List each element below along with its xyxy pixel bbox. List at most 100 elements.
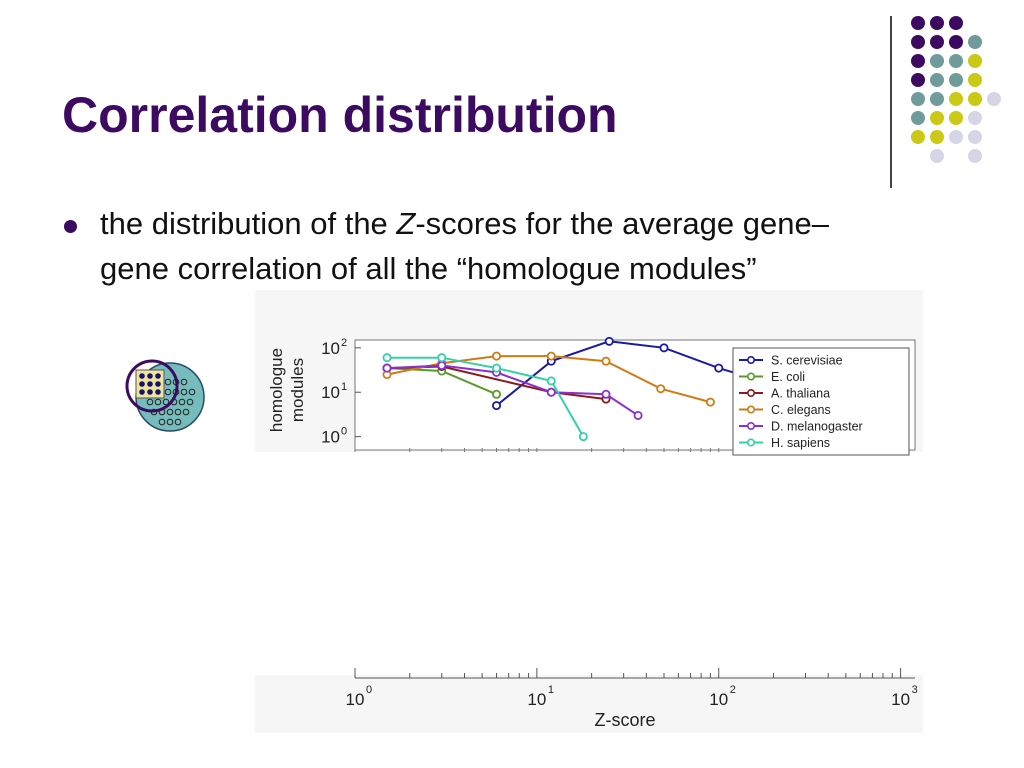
bullet-text-post: -scores for the average gene–gene correl… [100, 206, 829, 286]
decor-dot [911, 111, 925, 125]
data-point [437, 360, 447, 370]
y-tick-exponent: 1 [341, 381, 347, 393]
decor-dot [930, 111, 944, 125]
data-point [492, 401, 502, 411]
venn-dot [147, 381, 153, 387]
venn-dot [188, 388, 196, 396]
series-line-4 [386, 364, 639, 417]
decor-dot [949, 16, 963, 30]
venn-outline-circle [125, 359, 179, 413]
venn-dot [180, 388, 188, 396]
x-tick-label: 10 [346, 690, 365, 709]
x-tick-exponent: 2 [730, 684, 736, 696]
x-tick-exponent: 0 [366, 684, 372, 696]
decor-dot [930, 35, 944, 49]
decor-dot [968, 130, 982, 144]
venn-dot [174, 418, 182, 426]
venn-dot [155, 389, 161, 395]
y-axis-label-line2: modules [288, 358, 307, 422]
title-divider [890, 16, 892, 188]
decor-dot [949, 35, 963, 49]
x-axis-label: Z-score [594, 710, 655, 730]
decor-dot [930, 149, 944, 163]
data-point [705, 397, 715, 407]
venn-dot [147, 389, 153, 395]
venn-dot [164, 378, 172, 386]
decor-dot [949, 111, 963, 125]
data-point [601, 389, 611, 399]
venn-dot [154, 398, 162, 406]
decor-dot [911, 130, 925, 144]
decor-dot [949, 54, 963, 68]
legend-marker [746, 422, 755, 431]
venn-dot [180, 378, 188, 386]
slide-title: Correlation distribution [62, 87, 618, 143]
data-point [659, 343, 669, 353]
decor-dot [949, 73, 963, 87]
legend-marker [746, 438, 755, 447]
x-tick-label: 10 [527, 690, 546, 709]
decor-dot [911, 92, 925, 106]
decor-dot [930, 16, 944, 30]
decor-dot [968, 149, 982, 163]
data-point [578, 432, 588, 442]
decor-dot [968, 111, 982, 125]
y-tick-label: 10 [321, 383, 340, 402]
decor-dot [968, 35, 982, 49]
x-tick-exponent: 3 [912, 684, 918, 696]
venn-dot [162, 398, 170, 406]
decor-dot [930, 54, 944, 68]
legend-marker [746, 389, 755, 398]
module-overlap-icon [125, 359, 205, 432]
venn-dot [166, 408, 174, 416]
decor-dot [930, 130, 944, 144]
venn-dot [147, 373, 153, 379]
venn-dot [139, 373, 145, 379]
bullet-text-z: Z [396, 206, 416, 241]
bullet-dot [64, 220, 77, 233]
data-point [546, 387, 556, 397]
y-tick-label: 10 [321, 339, 340, 358]
x-tick-label: 10 [891, 690, 910, 709]
data-point [714, 363, 724, 373]
data-point [382, 363, 392, 373]
decor-dot [987, 92, 1001, 106]
x-axis-ticks: 10 0 10 1 10 2 10 3 [346, 668, 918, 709]
data-point [656, 384, 666, 394]
y-tick-exponent: 0 [341, 426, 347, 438]
bullet-text: the distribution of the Z-scores for the… [100, 201, 880, 291]
legend-box [732, 347, 910, 456]
chart-bottom-panel [255, 675, 923, 733]
legend-marker [746, 356, 755, 365]
venn-dot [174, 408, 182, 416]
decorative-dot-grid [911, 16, 1001, 163]
legend-entry: A. thaliana [771, 387, 830, 401]
legend-marker [746, 405, 755, 414]
venn-dot [182, 408, 190, 416]
data-point [604, 336, 614, 346]
decor-dot [968, 73, 982, 87]
venn-dot [178, 398, 186, 406]
series-group [382, 336, 778, 442]
data-point [492, 389, 502, 399]
legend-entry: C. elegans [771, 403, 831, 417]
data-point [492, 363, 502, 373]
y-axis-label-line1: homologue [267, 348, 286, 432]
venn-dot [139, 381, 145, 387]
decor-dot [968, 92, 982, 106]
legend-marker [746, 372, 755, 381]
data-point [437, 353, 447, 363]
y-tick-label: 10 [321, 428, 340, 447]
venn-dot [146, 398, 154, 406]
data-point [546, 351, 556, 361]
decor-dot [949, 130, 963, 144]
decor-dot [949, 92, 963, 106]
legend-entry: S. cerevisiae [771, 354, 843, 368]
x-tick-label: 10 [709, 690, 728, 709]
data-point [633, 410, 643, 420]
venn-dot [155, 373, 161, 379]
x-tick-exponent: 1 [548, 684, 554, 696]
legend-entry: D. melanogaster [771, 420, 863, 434]
venn-dot [139, 389, 145, 395]
